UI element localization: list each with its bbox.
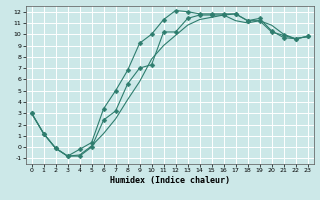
X-axis label: Humidex (Indice chaleur): Humidex (Indice chaleur) [109,176,230,185]
